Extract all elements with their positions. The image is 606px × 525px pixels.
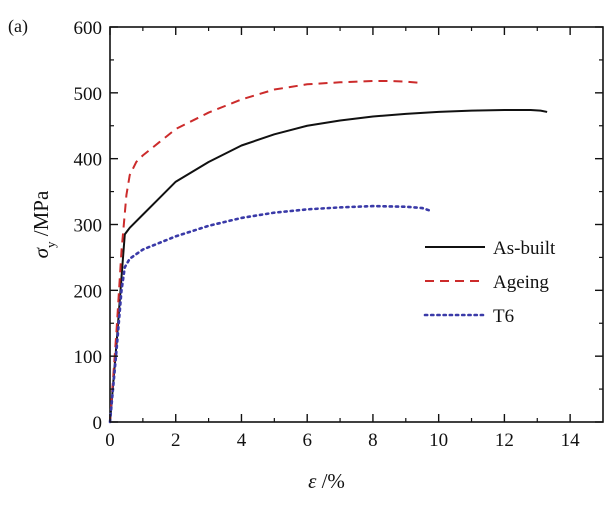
y-tick-label: 100 (74, 347, 103, 368)
legend-label: Ageing (493, 272, 549, 293)
series-line-as-built (109, 108, 548, 423)
x-tick-label: 0 (105, 430, 115, 451)
y-tick-label: 200 (74, 281, 103, 302)
y-tick-label: 500 (74, 84, 103, 105)
legend-label: As-built (493, 238, 556, 259)
axes: 0 2 4 6 8 10 12 14 0 100 200 300 400 500 600 (74, 18, 603, 451)
x-tick-label: 2 (171, 430, 181, 451)
x-axis-label: ε /% (308, 469, 345, 493)
axis-labels: ε /% σy /MPa (29, 190, 345, 493)
y-tick-label: 400 (74, 150, 103, 171)
plot-frame (109, 26, 604, 423)
series-line-ageing (109, 79, 423, 423)
legend-label: T6 (493, 306, 514, 327)
series-layer (108, 79, 548, 424)
x-tick-label: 8 (368, 430, 378, 451)
x-tick-label: 10 (429, 430, 448, 451)
x-tick-label: 12 (495, 430, 514, 451)
y-tick-label: 600 (74, 18, 103, 39)
plot-area (109, 26, 604, 423)
x-tick-label: 6 (302, 430, 312, 451)
x-tick-label: 4 (237, 430, 247, 451)
y-tick-label: 300 (74, 216, 103, 237)
y-axis-label: σy /MPa (29, 190, 58, 258)
series-line-t6 (108, 204, 434, 424)
y-tick-label: 0 (93, 413, 103, 434)
panel-label: (a) (8, 16, 28, 37)
x-tick-label: 14 (561, 430, 581, 451)
legend: As-built Ageing T6 (423, 238, 556, 327)
